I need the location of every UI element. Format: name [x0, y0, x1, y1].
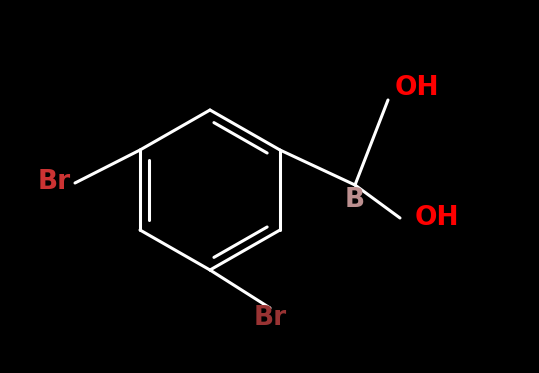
Text: OH: OH — [415, 205, 460, 231]
Text: Br: Br — [38, 169, 71, 195]
Text: Br: Br — [253, 305, 287, 331]
Text: B: B — [345, 187, 365, 213]
Text: OH: OH — [395, 75, 439, 101]
